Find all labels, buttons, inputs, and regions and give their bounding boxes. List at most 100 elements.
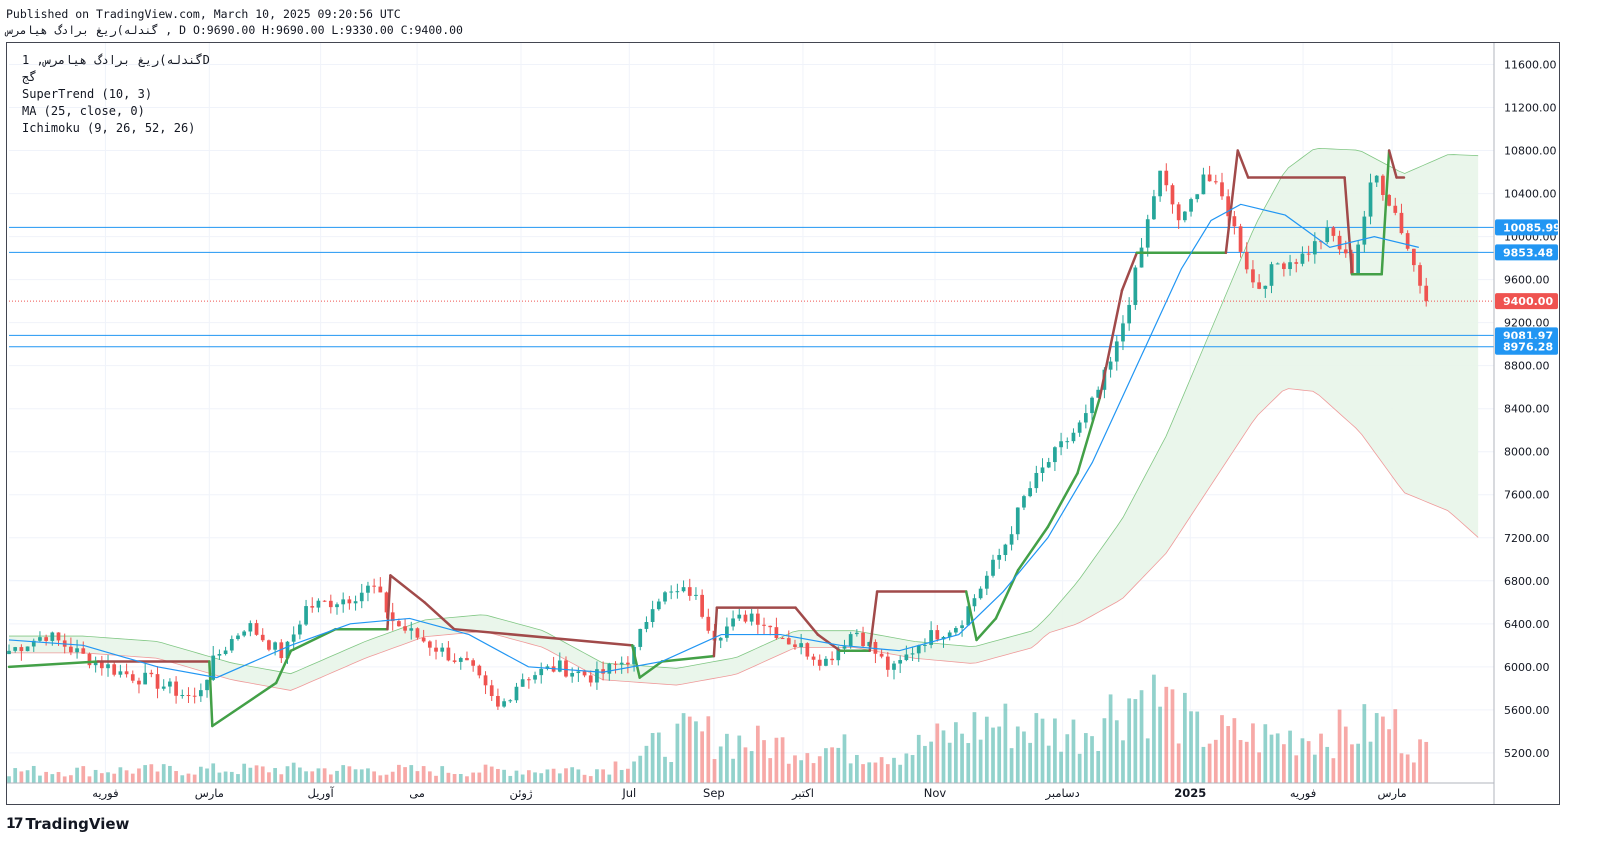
candle-body	[1356, 244, 1361, 274]
supertrend-segment	[289, 627, 337, 652]
volume-bar	[93, 769, 98, 783]
x-tick-label: فوریه	[1290, 786, 1316, 801]
candle-body	[1158, 170, 1162, 197]
candle-body	[514, 686, 519, 701]
candle-body	[1133, 267, 1138, 305]
y-tick-label: 8400.00	[1504, 403, 1550, 416]
volume-bar	[570, 767, 575, 783]
volume-bar	[557, 773, 562, 783]
volume-bar	[1343, 726, 1348, 783]
candle-body	[1257, 282, 1261, 289]
candle-body	[496, 695, 500, 707]
candle-body	[440, 647, 445, 652]
candle-body	[192, 695, 197, 697]
candle-body	[762, 624, 766, 626]
volume-bar	[929, 741, 933, 783]
volume-bar	[137, 768, 141, 783]
legend-supertrend[interactable]: SuperTrend (10, 3)	[22, 87, 153, 101]
volume-bar	[1077, 753, 1082, 783]
volume-bar	[217, 772, 222, 783]
volume-bar	[427, 771, 432, 783]
candle-body	[93, 661, 98, 666]
candle-body	[1275, 263, 1280, 265]
candle-body	[174, 681, 178, 696]
volume-bar	[1226, 726, 1231, 783]
volume-bar	[112, 773, 117, 783]
volume-bar	[496, 768, 500, 783]
volume-bar	[304, 771, 308, 783]
volume-bar	[1294, 755, 1299, 783]
candle-body	[1176, 204, 1181, 221]
volume-bar	[1251, 723, 1255, 783]
volume-bar	[1015, 726, 1020, 783]
volume-bar	[440, 766, 445, 783]
volume-bar	[811, 763, 816, 783]
candle-body	[700, 594, 704, 617]
volume-bar	[1257, 752, 1261, 783]
volume-bar	[372, 771, 376, 783]
price-tag-label: 9853.48	[1503, 246, 1553, 259]
candle-body	[650, 609, 655, 622]
x-tick-label: مارس	[1377, 786, 1406, 801]
volume-bar	[935, 723, 940, 783]
candle-body	[978, 588, 983, 599]
candle-body	[1331, 227, 1336, 236]
volume-bar	[56, 772, 61, 783]
volume-bar	[260, 766, 265, 783]
supertrend-segment	[1236, 149, 1250, 179]
volume-bar	[1319, 733, 1323, 783]
y-tick-label: 8000.00	[1504, 446, 1550, 459]
volume-bar	[161, 764, 166, 783]
x-tick-label: دسامبر	[1045, 786, 1080, 801]
candle-body	[1015, 507, 1020, 535]
supertrend-segment	[452, 627, 634, 647]
y-tick-label: 7600.00	[1504, 489, 1550, 502]
volume-bar	[545, 769, 550, 783]
volume-bar	[613, 761, 618, 783]
chart-canvas[interactable]: 5200.00 5600.00 6000.00 6400.00 6800.00 7200.…	[7, 43, 1559, 804]
volume-bar	[347, 766, 352, 783]
volume-bar	[267, 772, 271, 783]
supertrend-segment	[975, 617, 998, 642]
volume-bar	[687, 716, 692, 783]
candle-body	[904, 654, 909, 661]
candle-body	[817, 659, 822, 666]
volume-bar	[446, 772, 451, 783]
volume-bar	[1368, 741, 1373, 783]
candle-body	[1300, 253, 1305, 264]
volume-bar	[737, 735, 742, 783]
legend-ichimoku[interactable]: Ichimoku (9, 26, 52, 26)	[22, 121, 196, 135]
volume-bar	[904, 753, 909, 783]
volume-bar	[434, 775, 438, 783]
volume-bar	[452, 774, 457, 783]
candle-body	[1251, 269, 1255, 283]
volume-bar	[248, 767, 253, 783]
published-line: Published on TradingView.com, March 10, …	[6, 7, 401, 21]
candle-body	[298, 624, 302, 635]
volume-bar	[205, 768, 209, 783]
tradingview-logo[interactable]: 17 TradingView	[6, 815, 129, 833]
y-tick-label: 7200.00	[1504, 532, 1550, 545]
candle-body	[335, 604, 339, 608]
chart-frame[interactable]: 5200.00 5600.00 6000.00 6400.00 6800.00 7200.…	[6, 42, 1560, 805]
volume-bar	[805, 753, 810, 783]
volume-bar	[211, 763, 216, 783]
candle-body	[526, 679, 531, 681]
candle-body	[99, 661, 104, 669]
candle-body	[87, 653, 92, 666]
candle-body	[50, 632, 55, 641]
candle-body	[489, 685, 494, 696]
supertrend-segment	[794, 606, 820, 636]
volume-bar	[1312, 754, 1317, 783]
candle-body	[929, 630, 933, 645]
candle-body	[1071, 432, 1076, 442]
supertrend-segment	[1046, 471, 1079, 529]
candle-body	[1127, 304, 1132, 324]
candle-body	[1312, 241, 1317, 255]
volume-bar	[310, 771, 315, 783]
y-tick-label: 9200.00	[1504, 317, 1550, 330]
candle-body	[155, 674, 160, 689]
volume-bar	[892, 757, 896, 783]
volume-bar	[1350, 744, 1354, 783]
legend-ma[interactable]: MA (25, close, 0)	[22, 104, 145, 118]
